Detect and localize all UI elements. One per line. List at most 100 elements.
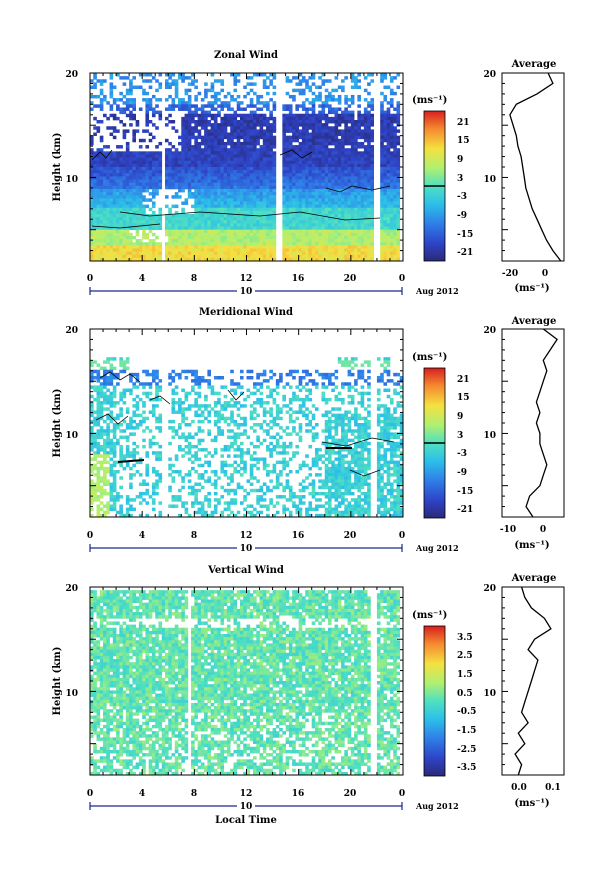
heatmap-cell (200, 151, 205, 155)
heatmap-cell (305, 141, 309, 146)
heatmap-cell (129, 254, 133, 259)
heatmap-cell (380, 176, 384, 180)
heatmap-cell (350, 188, 355, 193)
heatmap-cell (328, 410, 332, 414)
heatmap-cell (239, 113, 244, 118)
heatmap-cell (109, 192, 114, 196)
heatmap-cell (285, 235, 290, 240)
heatmap-cell (142, 214, 146, 218)
heatmap-cell (301, 192, 306, 196)
heatmap-cell (96, 220, 101, 224)
heatmap-cell (253, 217, 257, 221)
heatmap-cell (354, 135, 358, 140)
heatmap-cell (230, 195, 234, 199)
heatmap-cell (266, 192, 270, 196)
heatmap-cell (187, 179, 192, 184)
heatmap-cell (116, 179, 120, 184)
heatmap-cell (314, 185, 319, 190)
heatmap-cell (174, 94, 179, 99)
heatmap-cell (363, 201, 368, 205)
heatmap-cell (269, 214, 273, 218)
heatmap-cell (125, 232, 130, 237)
heatmap-cell (285, 372, 290, 377)
heatmap-cell (301, 157, 306, 162)
heatmap-cell (311, 176, 316, 180)
heatmap-cell (249, 413, 254, 418)
heatmap-cell (226, 226, 231, 231)
heatmap-cell (220, 404, 225, 408)
heatmap-cell (363, 245, 368, 249)
heatmap-cell (246, 210, 251, 215)
heatmap-cell (386, 410, 391, 414)
average-profile: Average 20 10 -20 0 (ms⁻¹) (483, 59, 565, 294)
date-label: Aug 2012 (415, 286, 459, 296)
heatmap-cell (168, 372, 172, 377)
heatmap-cell (223, 195, 228, 199)
heatmap-cell (90, 85, 94, 90)
heatmap-cell (210, 226, 215, 231)
heatmap-cell (318, 126, 322, 130)
heatmap-cell (272, 195, 277, 199)
heatmap-cell (344, 214, 348, 218)
heatmap-cell (344, 123, 348, 127)
heatmap-cell (389, 126, 394, 130)
heatmap-cell (292, 148, 296, 152)
heatmap-cell (344, 232, 348, 237)
heatmap-cell (298, 376, 303, 380)
heatmap-cell (194, 235, 198, 240)
heatmap-cell (285, 192, 290, 196)
heatmap-cell (164, 151, 169, 155)
heatmap-cell (256, 163, 260, 168)
heatmap-cell (109, 232, 114, 237)
heatmap-cell (116, 226, 120, 231)
heatmap-cell (383, 170, 388, 174)
heatmap-cell (262, 132, 267, 137)
heatmap-cell (187, 129, 192, 133)
heatmap-cell (220, 407, 225, 411)
heatmap-cell (106, 198, 110, 202)
heatmap-cell (200, 379, 205, 383)
heatmap-cell (314, 198, 319, 202)
heatmap-cell (389, 104, 394, 108)
heatmap-cell (109, 170, 114, 174)
heatmap-cell (341, 145, 345, 149)
heatmap-cell (262, 195, 267, 199)
heatmap-cell (292, 376, 296, 380)
heatmap-cell (135, 379, 140, 383)
heatmap-cell (370, 135, 375, 140)
heatmap-cell (200, 185, 205, 190)
heatmap-cell (328, 157, 332, 162)
heatmap-cell (256, 195, 260, 199)
heatmap-cell (259, 107, 264, 111)
heatmap-cell (96, 376, 101, 380)
heatmap-cell (151, 185, 156, 190)
heatmap-cell (116, 376, 120, 380)
heatmap-cell (246, 229, 251, 234)
heatmap-cell (197, 113, 202, 118)
heatmap-cell (93, 410, 97, 414)
heatmap-cell (259, 248, 264, 252)
heatmap-cell (164, 179, 169, 184)
heatmap-cell (155, 179, 159, 184)
heatmap-cell (226, 404, 231, 408)
heatmap-cell (253, 154, 257, 158)
heatmap-cell (138, 145, 143, 149)
heatmap-cell (158, 210, 163, 215)
heatmap-cell (194, 232, 198, 237)
heatmap-cell (308, 185, 313, 190)
heatmap-cell (334, 98, 339, 102)
heatmap-cell (217, 79, 221, 83)
heatmap-cell (200, 157, 205, 162)
heatmap-cell (178, 372, 182, 377)
heatmap-cell (116, 198, 120, 202)
heatmap-cell (249, 145, 254, 149)
heatmap-cell (210, 132, 215, 137)
heatmap-cell (246, 141, 251, 146)
heatmap-cell (142, 198, 146, 202)
heatmap-cell (213, 182, 218, 187)
heatmap-cell (344, 413, 348, 418)
heatmap-cell (217, 198, 221, 202)
heatmap-cell (220, 242, 225, 246)
heatmap-cell (122, 401, 127, 405)
heatmap-cell (217, 110, 221, 115)
